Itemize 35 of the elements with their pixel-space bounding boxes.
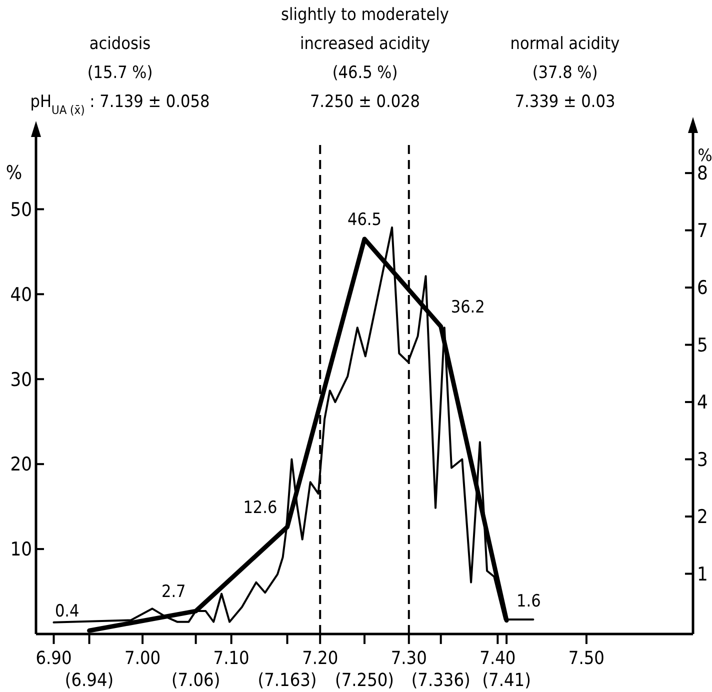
- x2-tick-label: (7.41): [482, 670, 531, 691]
- y2-tick-label: 1: [697, 563, 708, 586]
- y2-tick-label: 4: [697, 392, 708, 414]
- x-tick-label: 7.20: [302, 648, 338, 669]
- x2-tick-label: (7.250): [335, 670, 394, 691]
- y-tick-label: 20: [10, 454, 32, 476]
- y-axis-title: %: [6, 162, 22, 184]
- x-tick-label: 7.30: [390, 648, 427, 669]
- x-tick-label: 6.90: [36, 648, 72, 669]
- x-tick-label: 7.50: [568, 648, 604, 669]
- data-label: 2.7: [161, 582, 186, 602]
- y-tick-label: 50: [10, 198, 32, 221]
- data-label: 12.6: [243, 498, 278, 518]
- x-tick-label: 7.10: [213, 648, 250, 669]
- text: normal acidity (37.8 %) 7.339 ± 0.03: [510, 34, 620, 112]
- data-label: 1.6: [516, 591, 541, 612]
- y2-tick-label: 3: [697, 448, 708, 471]
- y-tick-label: 10: [10, 538, 32, 561]
- data-label: 0.4: [54, 602, 80, 622]
- x2-tick-label: (7.163): [258, 670, 317, 691]
- y-tick-label: 30: [10, 368, 32, 391]
- x2-tick-label: (6.94): [64, 670, 114, 691]
- data-label: 46.5: [347, 210, 382, 230]
- data-label: 36.2: [450, 297, 485, 318]
- y2-tick-label: 5: [697, 334, 708, 356]
- x2-tick-label: (7.06): [171, 670, 220, 691]
- x-tick-label: 7.00: [124, 648, 161, 669]
- y-tick-label: 40: [10, 284, 32, 306]
- x-tick-label: 7.40: [480, 648, 516, 669]
- y2-tick-label: 6: [697, 277, 708, 300]
- x2-tick-label: (7.336): [411, 670, 470, 691]
- text: acidosis (15.7 %) pH$_{UA (x̄)}$ : 7.139 ± 0.058: [30, 34, 210, 117]
- text: slightly to moderately increased acidity (46.5 %) 7.250 ± 0.028: [281, 5, 449, 112]
- y2-tick-label: 2: [697, 506, 708, 528]
- y2-tick-label: 7: [697, 220, 708, 242]
